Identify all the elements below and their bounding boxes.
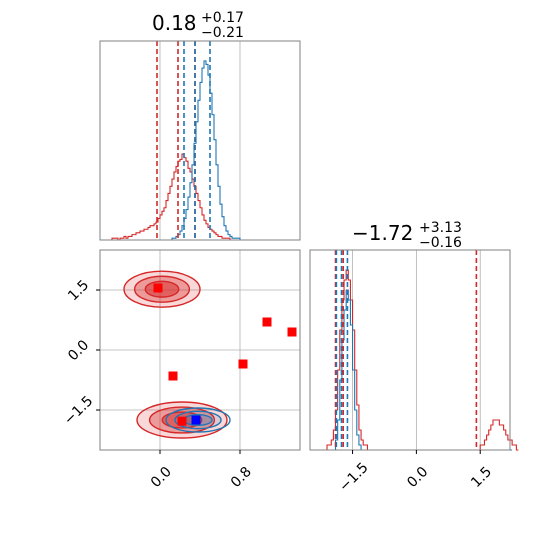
marker-red [153,283,163,293]
title-param1-upper: +0.17 [201,10,244,26]
y-tick-label: 1.5 [65,277,92,304]
title-param2-upper: +3.13 [419,220,462,236]
marginal-panel-param1 [99,40,301,241]
marginal-panel-param2: −1.5 0.0 1.5 [309,249,519,495]
x-tick-label: 0.0 [148,464,175,491]
marker-red [287,327,297,337]
y-tick-label: 0.0 [65,337,92,364]
joint-panel: 0.0 0.8 1.5 0.0 −1.5 [61,249,301,491]
title-param1: 0.18 +0.17 −0.21 [152,10,244,41]
histogram-red [100,153,300,241]
title-param1-value: 0.18 [152,11,197,35]
title-param1-lower: −0.21 [201,25,244,41]
marker-blue [191,415,201,425]
contour-blue [165,407,231,433]
histogram-blue [100,60,300,241]
y-tick-label: −1.5 [61,393,96,428]
x-tick-label: 1.5 [468,464,495,491]
panel-frame [309,249,511,451]
x-tick-label: −1.5 [336,460,371,495]
marker-red [177,416,187,426]
marker-red [262,317,272,327]
x-tick-label: 0.0 [404,464,431,491]
title-param2-value: −1.72 [352,221,413,245]
title-param2: −1.72 +3.13 −0.16 [352,220,462,251]
x-tick-label: 0.8 [228,464,255,491]
panel-frame [99,40,301,241]
marker-red [168,371,178,381]
title-param2-lower: −0.16 [419,235,462,251]
marker-red [238,359,248,369]
